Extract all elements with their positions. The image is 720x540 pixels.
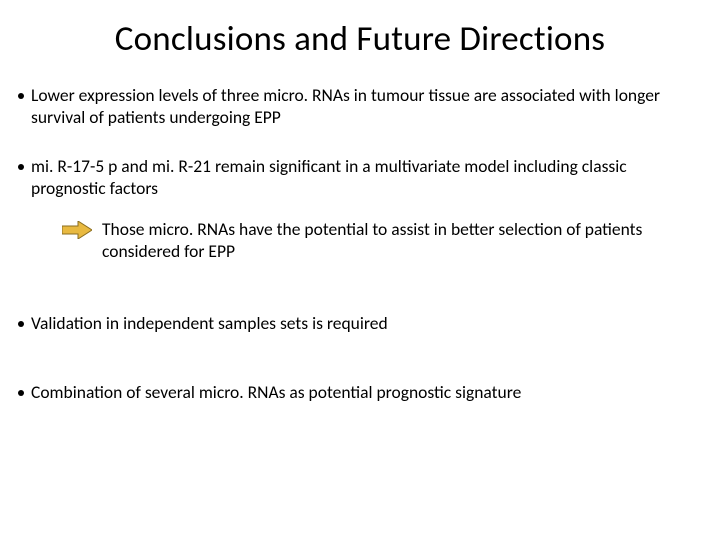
bullet-text: mi. R-17-5 p and mi. R-21 remain signifi… [31, 155, 702, 200]
bullet-item: mi. R-17-5 p and mi. R-21 remain signifi… [18, 155, 702, 200]
bullet-item: Validation in independent samples sets i… [18, 312, 702, 334]
bullet-text: Combination of several micro. RNAs as po… [31, 381, 521, 403]
bullet-text: Lower expression levels of three micro. … [31, 84, 702, 129]
arrow-right-icon [62, 221, 92, 244]
bullet-dot-icon [18, 164, 24, 170]
bullet-dot-icon [18, 93, 24, 99]
bullet-dot-icon [18, 321, 24, 327]
arrow-text: Those micro. RNAs have the potential to … [102, 218, 702, 263]
arrow-shape [62, 221, 92, 239]
bullet-dot-icon [18, 390, 24, 396]
bullet-item: Lower expression levels of three micro. … [18, 84, 702, 129]
slide-body: Lower expression levels of three micro. … [0, 84, 720, 403]
slide: Conclusions and Future Directions Lower … [0, 0, 720, 540]
bullet-text: Validation in independent samples sets i… [31, 312, 388, 334]
arrow-callout: Those micro. RNAs have the potential to … [62, 218, 702, 263]
bullet-item: Combination of several micro. RNAs as po… [18, 381, 702, 403]
slide-title: Conclusions and Future Directions [0, 0, 720, 84]
